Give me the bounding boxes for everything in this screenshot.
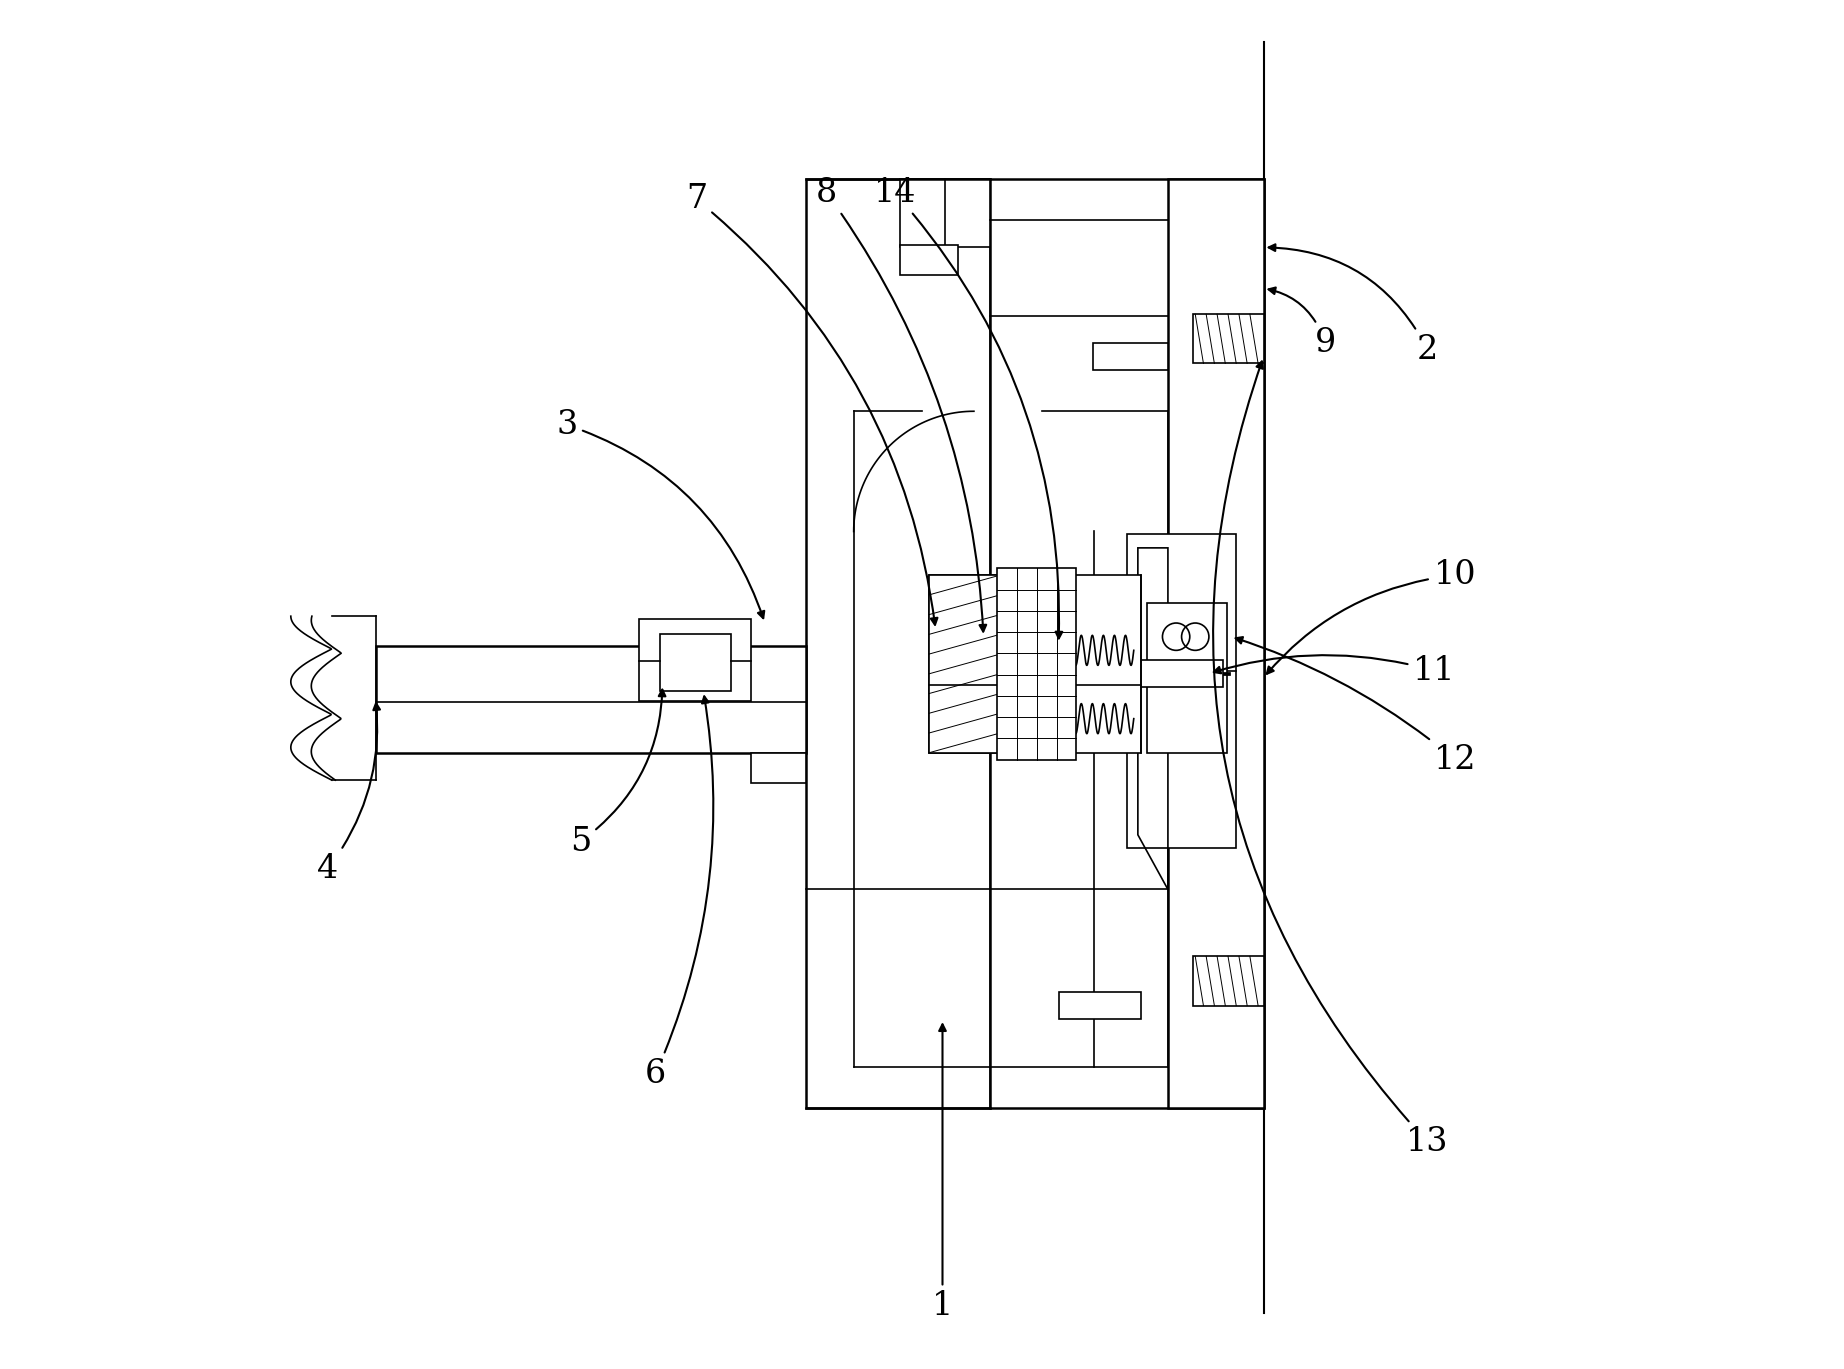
Text: 2: 2	[1269, 244, 1438, 366]
Text: 9: 9	[1269, 287, 1335, 359]
Bar	[751, 753, 806, 783]
Bar	[1093, 344, 1167, 370]
Bar	[1147, 602, 1226, 753]
Text: 4: 4	[317, 704, 380, 884]
Bar	[660, 634, 730, 691]
Text: 11: 11	[1213, 654, 1455, 687]
Bar	[806, 179, 990, 1108]
Bar	[640, 619, 751, 701]
Bar	[929, 575, 999, 753]
Text: 1: 1	[931, 1024, 953, 1322]
Bar	[1167, 179, 1263, 1108]
Bar	[1193, 957, 1263, 1006]
Text: 8: 8	[815, 177, 987, 631]
Text: 14: 14	[874, 177, 1062, 638]
Text: 3: 3	[557, 409, 763, 619]
Bar	[983, 660, 1223, 687]
Text: 5: 5	[570, 690, 666, 857]
Text: 12: 12	[1235, 637, 1475, 776]
Text: 6: 6	[645, 697, 714, 1090]
Text: 13: 13	[1213, 361, 1449, 1158]
Text: 10: 10	[1267, 559, 1477, 674]
Text: 7: 7	[686, 183, 937, 624]
Bar	[900, 179, 990, 248]
Bar	[1193, 315, 1263, 363]
Bar	[929, 575, 1141, 753]
Bar	[376, 646, 806, 753]
Bar	[1127, 534, 1235, 849]
Bar	[1058, 993, 1141, 1020]
Bar	[900, 245, 957, 275]
Bar	[998, 568, 1077, 760]
Bar	[990, 179, 1263, 1108]
